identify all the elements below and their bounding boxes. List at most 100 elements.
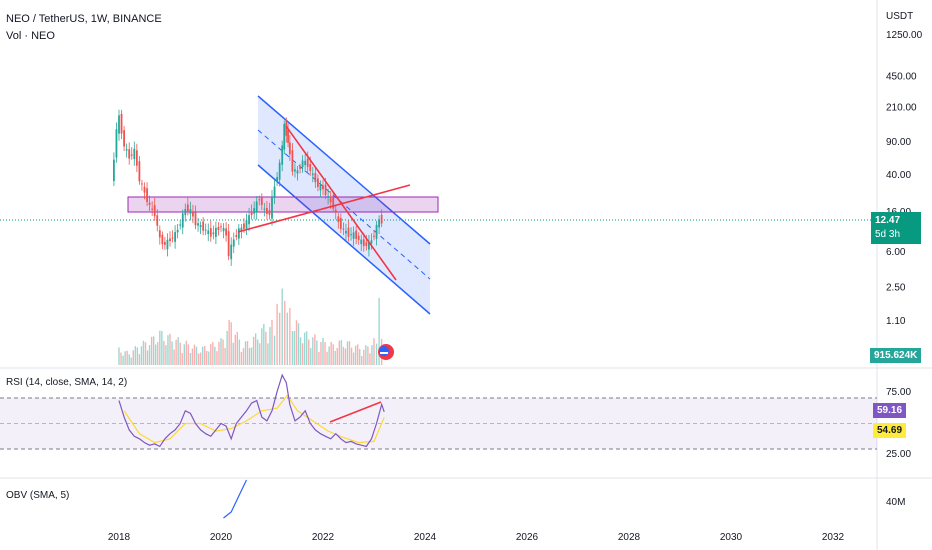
- volume-bar: [122, 355, 124, 365]
- candle-body: [339, 217, 342, 229]
- candle-body: [355, 230, 358, 239]
- volume-bar: [303, 332, 306, 365]
- rsi-value-badge: 59.16: [873, 403, 907, 418]
- rsi-axis-tick: 75.00: [886, 387, 911, 398]
- volume-bar: [326, 351, 328, 365]
- obv-indicator-label[interactable]: OBV (SMA, 5): [6, 490, 70, 501]
- volume-bar: [375, 343, 378, 365]
- time-axis-tick: 2032: [822, 532, 845, 543]
- volume-bar: [371, 345, 373, 365]
- volume-bar: [226, 330, 228, 365]
- candle-body: [268, 210, 271, 215]
- candle-body: [365, 242, 368, 247]
- candle-body: [179, 224, 182, 226]
- volume-bar: [312, 337, 314, 365]
- rising-trendline[interactable]: [237, 184, 411, 233]
- symbol-title: NEO / TetherUS, 1W, BINANCE: [6, 13, 162, 25]
- candle-body: [194, 212, 197, 226]
- rsi-line: [118, 373, 385, 448]
- candle-body: [151, 208, 154, 210]
- resistance-zone[interactable]: [127, 196, 439, 213]
- volume-bar: [212, 341, 214, 365]
- price-axis-tick: 1.10: [886, 316, 906, 327]
- candle-body: [304, 160, 307, 166]
- volume-bar: [267, 343, 269, 365]
- volume-bar: [169, 333, 171, 365]
- volume-bar: [295, 320, 298, 365]
- volume-legend-label: Vol · NEO: [6, 30, 55, 42]
- channel-lower-line[interactable]: [257, 164, 431, 315]
- volume-bar: [206, 350, 208, 365]
- price-axis-tick: 2.50: [886, 283, 906, 294]
- volume-bar: [281, 288, 283, 365]
- candle-body: [237, 228, 240, 239]
- volume-bar: [163, 340, 165, 365]
- descending-channel[interactable]: [258, 96, 430, 314]
- volume-bar: [284, 300, 286, 365]
- volume-bar: [293, 330, 296, 365]
- candle-body: [378, 219, 380, 228]
- volume-bar: [314, 334, 316, 365]
- rsi-indicator-label[interactable]: RSI (14, close, SMA, 14, 2): [6, 377, 128, 388]
- candle-body: [296, 170, 299, 174]
- volume-bar: [161, 330, 163, 365]
- candle-body: [215, 227, 217, 237]
- volume-bar: [252, 336, 255, 365]
- volume-value-badge: 915.624K: [870, 348, 922, 363]
- volume-bar: [222, 339, 224, 365]
- candle-body: [260, 197, 263, 205]
- candle-body: [141, 183, 143, 185]
- time-axis-tick: 2020: [210, 532, 233, 543]
- rsi-divergence-line[interactable]: [329, 401, 382, 423]
- candle-body: [263, 208, 266, 210]
- candle-body: [362, 239, 365, 247]
- candle-body: [309, 163, 312, 171]
- candle-body: [133, 148, 136, 160]
- volume-bar: [157, 342, 159, 365]
- candle-body: [164, 241, 166, 245]
- candle-body: [281, 145, 284, 165]
- candle-body: [278, 162, 281, 180]
- volume-bar: [248, 347, 251, 365]
- volume-bar: [177, 337, 179, 365]
- volume-bar: [165, 345, 167, 365]
- volume-bar: [120, 352, 122, 365]
- time-axis-tick: 2026: [516, 532, 539, 543]
- candle-body: [230, 244, 233, 260]
- candle-body: [291, 150, 294, 172]
- falling-trendline[interactable]: [285, 125, 397, 281]
- candle-body: [373, 235, 375, 237]
- candle-body: [311, 173, 314, 176]
- candle-body: [350, 234, 352, 236]
- volume-bar: [373, 338, 375, 365]
- volume-bar: [299, 337, 302, 365]
- channel-mid-line[interactable]: [257, 129, 431, 280]
- candle-body: [287, 129, 289, 143]
- candle-body: [146, 188, 148, 203]
- volume-bar: [148, 345, 151, 365]
- volume-bar: [124, 351, 126, 365]
- candle-body: [189, 209, 192, 214]
- volume-bar: [297, 323, 300, 365]
- volume-bar: [144, 342, 147, 365]
- volume-bar: [136, 347, 139, 365]
- candle-body: [123, 130, 125, 147]
- candle-body: [258, 199, 261, 201]
- candle-body: [345, 230, 347, 234]
- candle-body: [370, 240, 373, 244]
- price-axis-tick: 1250.00: [886, 30, 923, 41]
- volume-bar: [199, 352, 202, 365]
- candle-body: [212, 232, 215, 235]
- volume-bar: [210, 344, 212, 365]
- candle-body: [138, 161, 141, 182]
- candle-body: [125, 149, 128, 151]
- candle-body: [283, 123, 286, 150]
- candle-body: [181, 213, 184, 228]
- candle-body: [337, 216, 340, 222]
- volume-bar: [118, 347, 120, 365]
- economic-event-icon[interactable]: [378, 344, 394, 360]
- volume-bar: [142, 340, 145, 365]
- bar-countdown: 5d 3h: [875, 229, 901, 240]
- candle-body: [271, 197, 273, 219]
